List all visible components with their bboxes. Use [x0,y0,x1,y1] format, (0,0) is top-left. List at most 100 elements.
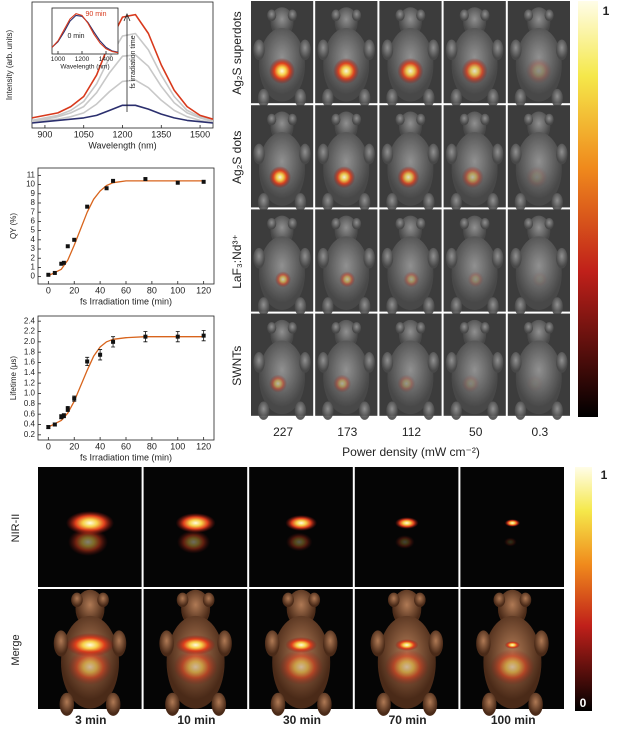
fluorescence-spot [490,649,535,685]
fluorescence-spot [275,271,291,288]
image-panel [354,589,459,716]
x-tick-label: 60 [121,286,131,296]
y-axis-label: Intensity (arb. units) [5,30,14,101]
fluorescence-spot [395,535,415,549]
chart: 0 20 40 60 80 100 120 0.20.4 0.60.81.0 1.21.41.6 1… [9,315,215,462]
chart: 900 1050 1200 1350 1500 Wavelength (nm) Intens… [5,1,214,150]
row-label: LaF₃:Nd³⁺ [230,234,244,289]
column-label: 30 min [283,713,321,727]
image-panel [443,105,506,212]
annotation-arrow [123,12,131,112]
data-point [52,422,57,427]
annotation: fs irradiation time [130,35,137,88]
row-label: Ag₂S dots [230,131,244,184]
fluorescence-spot [504,537,517,547]
fluorescence-spot [525,166,548,189]
x-tick-label: 100 [170,286,185,296]
image-panel [443,313,506,420]
fluorescence-spot [504,519,521,527]
series-line [51,13,119,54]
x-tick-label: 120 [196,442,211,452]
data-point [201,179,206,184]
x-tick-label: 1050 [74,130,94,140]
y-tick-label: 2.2 [24,327,36,336]
x-tick-label: 80 [147,442,157,452]
y-tick-label: 1.8 [24,347,36,356]
image-panel [379,1,442,108]
image-panel [251,313,314,420]
x-tick-label: 20 [69,286,79,296]
x-axis-label: fs Irradiation time (min) [80,296,172,306]
image-panel [379,209,442,316]
fluorescence-spot [68,649,112,685]
fluorescence-spot [397,166,420,189]
image-panel [251,105,314,212]
image-panel [38,467,142,587]
fluorescence-spot [395,517,419,529]
x-axis-label: Wavelength (nm) [60,64,109,71]
data-point [111,178,116,183]
image-panel [354,467,459,587]
column-label: 70 min [389,713,427,727]
fluorescence-spot [177,530,211,554]
row-label: NIR-II [10,514,22,543]
fluorescence-spot [66,511,114,535]
x-tick-label: 80 [147,286,157,296]
fluorescence-spot [333,374,352,393]
x-tick-label: 0 [46,442,51,452]
y-tick-label: 2 [31,253,36,262]
fluorescence-spot [403,271,420,288]
fluorescence-spot [66,633,114,657]
image-panel [251,209,314,316]
series-line [31,104,214,124]
data-point [175,334,180,339]
x-tick-label: 40 [95,286,105,296]
image-panel [379,105,442,212]
image-panel [379,313,442,420]
fluorescence-spot [175,635,216,655]
series-line [31,32,214,122]
fit-line [48,180,204,277]
fluorescence-spot [525,58,552,84]
data-point [59,261,64,266]
image-panel [315,313,378,420]
column-label: 3 min [75,713,106,727]
y-tick-label: 2.4 [24,316,36,325]
y-tick-label: 0.6 [24,409,36,418]
y-axis-label: Lifetime (μs) [9,356,18,401]
y-tick-label: 7 [31,207,36,216]
fluorescence-spot [467,271,484,288]
image-panel [460,467,564,587]
row-label: Ag₂S superdots [230,11,244,94]
image-panel [249,467,353,587]
y-tick-label: 0 [31,272,36,281]
data-point [85,359,90,364]
fluorescence-spot [461,166,484,189]
x-tick-label: 1200 [112,130,132,140]
column-label: 10 min [177,713,215,727]
x-tick-label: 1000 [51,56,66,63]
data-point [65,407,70,411]
data-point [175,180,180,185]
x-tick-label: 60 [121,442,131,452]
x-tick-label: 1400 [99,56,114,63]
y-tick-label: 0.8 [24,399,36,408]
y-tick-label: 4 [31,235,36,244]
image-panel [443,1,506,108]
y-tick-label: 1.6 [24,358,36,367]
fluorescence-spot [384,649,429,685]
data-point [143,177,148,182]
data-point [59,414,64,419]
image-panel [507,105,570,212]
fluorescence-spot [397,374,416,393]
x-axis-label: fs Irradiation time (min) [80,452,172,462]
y-tick-label: 0.4 [24,420,36,429]
fluorescence-spot [286,532,313,552]
fluorescence-spot [395,639,419,651]
series-line [31,54,214,123]
fluorescence-spot [279,649,324,685]
y-tick-label: 6 [31,217,36,226]
panel-background [460,467,564,587]
